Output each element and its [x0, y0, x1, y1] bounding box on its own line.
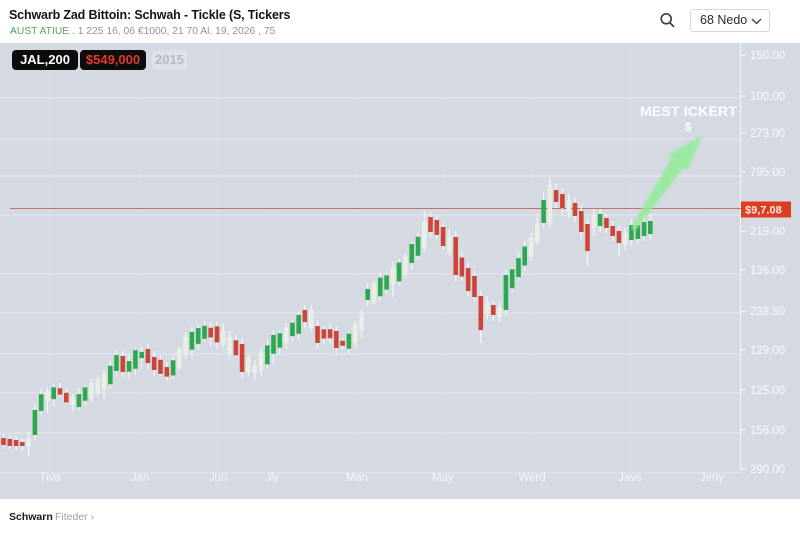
- svg-text:290.00: 290.00: [750, 464, 785, 476]
- svg-text:156.00: 156.00: [750, 425, 785, 437]
- svg-text:Jeny: Jeny: [700, 472, 725, 484]
- svg-text:$9,7.08: $9,7.08: [745, 205, 782, 217]
- svg-text:100.00: 100.00: [750, 91, 785, 103]
- svg-text:125.00: 125.00: [750, 385, 785, 397]
- svg-text:129.00: 129.00: [750, 345, 785, 357]
- svg-text:May: May: [432, 472, 454, 484]
- svg-text:Werd: Werd: [518, 472, 545, 484]
- svg-text:Man: Man: [346, 472, 368, 484]
- svg-text:Jly: Jly: [265, 472, 279, 484]
- svg-text:Jan: Jan: [131, 472, 150, 484]
- svg-text:795.00: 795.00: [750, 167, 785, 179]
- svg-text:Jun: Jun: [209, 472, 228, 484]
- svg-text:Tiva: Tiva: [39, 472, 61, 484]
- svg-text:219.00: 219.00: [750, 226, 785, 238]
- svg-text:Javs: Javs: [618, 472, 642, 484]
- svg-text:150.00: 150.00: [750, 50, 785, 62]
- svg-text:273.00: 273.00: [750, 128, 785, 140]
- svg-text:136.00: 136.00: [750, 265, 785, 277]
- svg-text:238.80: 238.80: [750, 306, 785, 318]
